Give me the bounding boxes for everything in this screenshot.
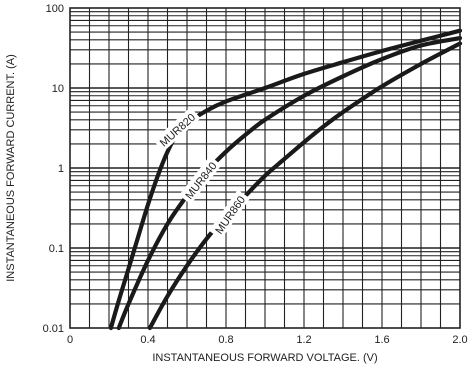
series-label-group: MUR860 [209,189,250,240]
y-tick-labels: 0.01 0.1 1 10 100 [43,3,64,335]
y-tick-label: 0.1 [49,243,64,255]
x-tick-label: 0.8 [218,334,233,346]
x-tick-label: 1.6 [374,334,389,346]
y-axis-title: INSTANTANEOUS FORWARD CURRENT. (A) [5,54,17,282]
x-axis-title: INSTANTANEOUS FORWARD VOLTAGE. (V) [152,352,377,364]
series-label-background [209,189,250,240]
x-tick-label: 0.4 [140,334,155,346]
series-line-mur860 [147,41,463,331]
x-tick-label: 0 [67,334,73,346]
series-line-mur840 [116,36,463,331]
y-tick-label: 0.01 [43,323,64,335]
x-tick-label: 2.0 [452,334,467,346]
series-label-background [153,107,201,152]
grid [70,8,460,328]
y-tick-label: 1 [58,163,64,175]
plot-frame [69,7,461,329]
series-label-background [179,155,222,205]
x-tick-label: 1.2 [296,334,311,346]
y-tick-label: 100 [46,3,64,15]
series-line-mur820 [108,28,463,331]
curves [108,28,463,331]
y-tick-label: 10 [52,83,64,95]
x-tick-labels: 0 0.4 0.8 1.2 1.6 2.0 [67,334,468,346]
